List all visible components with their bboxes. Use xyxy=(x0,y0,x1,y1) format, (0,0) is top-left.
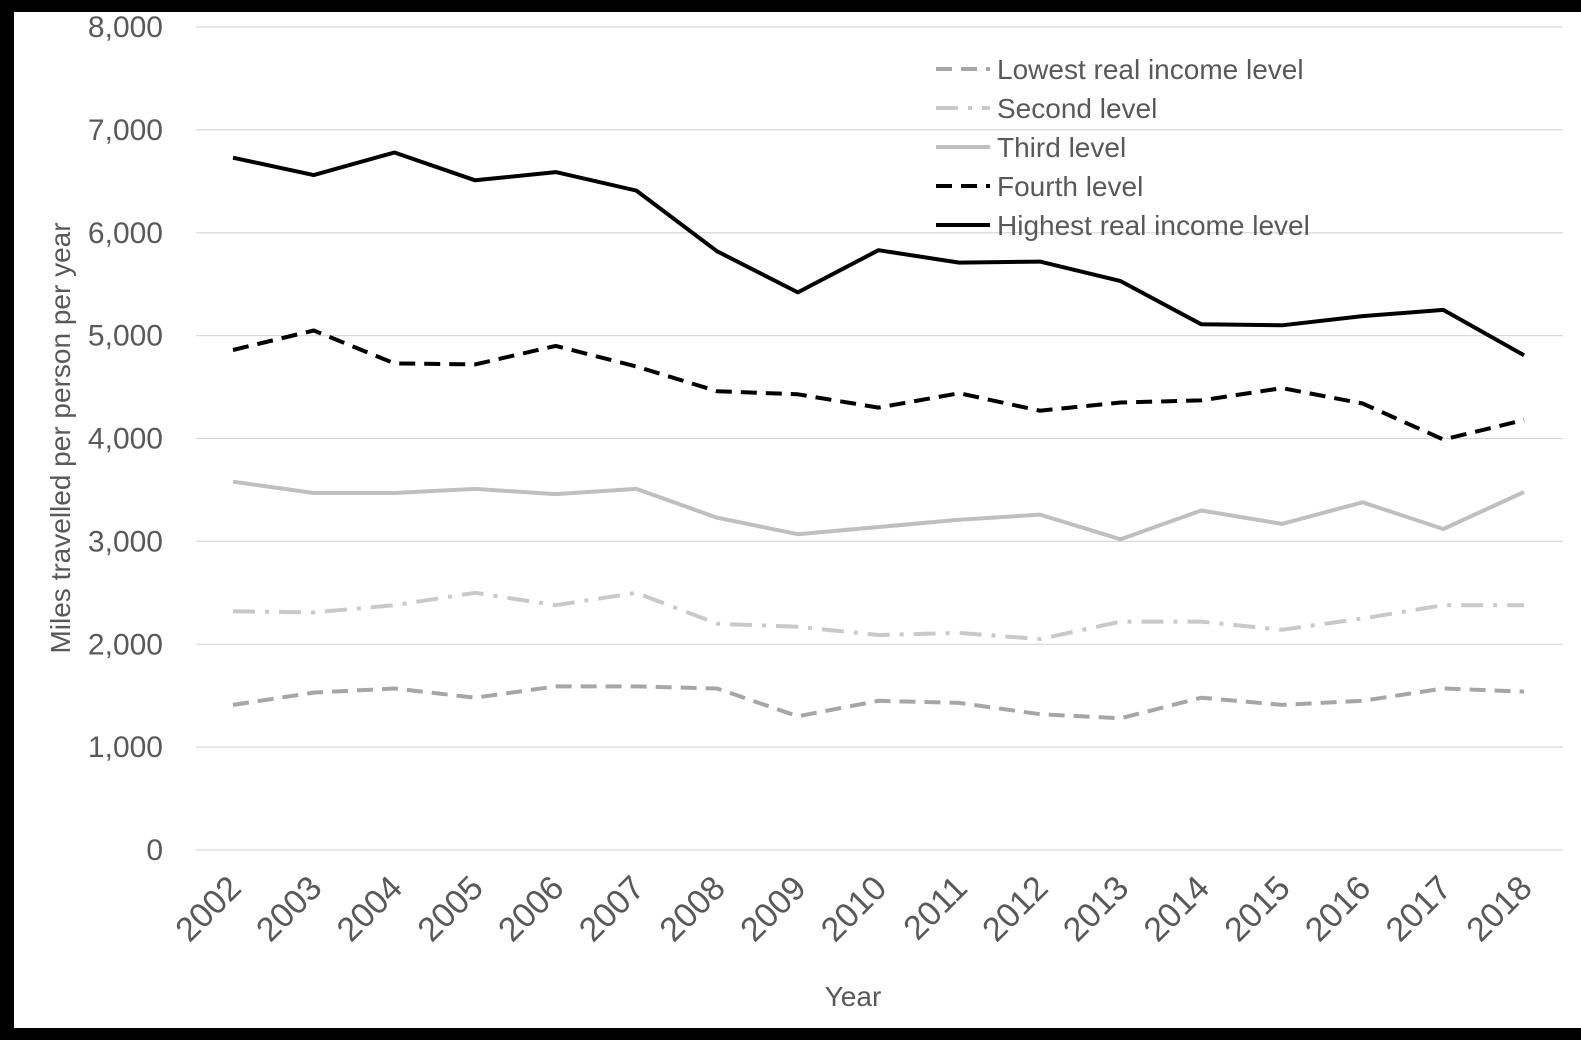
y-tick-label: 3,000 xyxy=(88,525,163,558)
legend-label: Fourth level xyxy=(997,171,1143,202)
y-tick-label: 7,000 xyxy=(88,114,163,147)
y-tick-label: 4,000 xyxy=(88,423,163,456)
legend-label: Highest real income level xyxy=(997,210,1310,241)
y-tick-label: 8,000 xyxy=(88,11,163,44)
y-tick-label: 2,000 xyxy=(88,628,163,661)
legend-label: Third level xyxy=(997,132,1126,163)
gridlines xyxy=(196,26,1563,851)
y-tick-label: 6,000 xyxy=(88,217,163,250)
y-tick-label: 5,000 xyxy=(88,320,163,353)
series-line xyxy=(232,479,1525,542)
series-line xyxy=(232,684,1525,721)
series-lines xyxy=(232,150,1525,721)
legend: Lowest real income level Second level Thir… xyxy=(936,54,1310,241)
legend-label: Second level xyxy=(997,93,1157,124)
series-line xyxy=(232,590,1524,642)
legend-label: Lowest real income level xyxy=(997,54,1304,85)
plot-background xyxy=(14,12,1581,1028)
y-tick-label: 1,000 xyxy=(88,731,163,764)
series-line xyxy=(232,150,1525,357)
y-tick-label: 0 xyxy=(146,834,163,867)
y-axis-title: Miles travelled per person per year xyxy=(45,222,76,653)
x-axis-title: Year xyxy=(825,981,882,1012)
y-axis-ticks: 0 1,000 2,000 3,000 4,000 5,000 6,000 7,000 8,00… xyxy=(88,11,163,867)
series-line xyxy=(232,328,1525,442)
